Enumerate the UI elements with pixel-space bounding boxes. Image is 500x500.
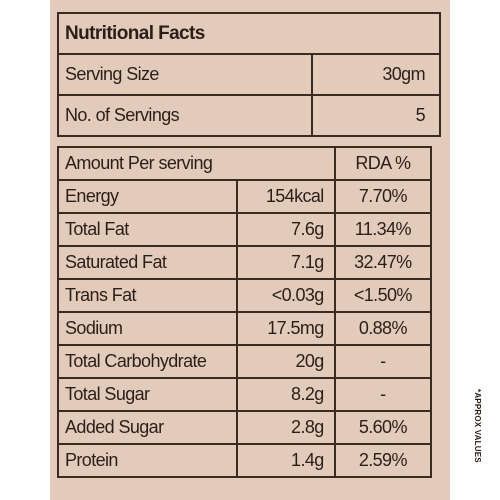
servings-count-row: No. of Servings 5 (57, 94, 442, 137)
table-row: Total Fat 7.6g 11.34% (56, 212, 433, 247)
nutrient-rda: 32.47% (333, 245, 433, 280)
servings-count-value: 5 (310, 94, 442, 137)
nutrient-value: <0.03g (236, 278, 336, 313)
servings-count-label: No. of Servings (57, 94, 313, 137)
amount-header: Amount Per serving (57, 146, 336, 181)
nutrient-value: 7.1g (236, 245, 336, 280)
nutrient-value: 8.2g (236, 377, 336, 412)
nutrient-value: 1.4g (236, 443, 336, 478)
table-row: Sodium 17.5mg 0.88% (56, 311, 433, 346)
nutrient-rda: - (333, 377, 433, 412)
nutrient-name: Total Fat (56, 212, 239, 247)
table-row: Added Sugar 2.8g 5.60% (56, 410, 433, 445)
nutrient-rda: 11.34% (333, 212, 433, 247)
nutrient-rda: 0.88% (333, 311, 433, 346)
nutrient-rda: 7.70% (333, 179, 433, 214)
serving-table: Nutritional Facts Serving Size 30gm No. … (57, 12, 442, 137)
nutrient-name: Total Sugar (56, 377, 239, 412)
nutrition-label: Nutritional Facts Serving Size 30gm No. … (50, 0, 482, 500)
nutrient-name: Added Sugar (56, 410, 239, 445)
title-row: Nutritional Facts (57, 12, 441, 55)
page-title: Nutritional Facts (57, 12, 441, 55)
nutrient-rda: <1.50% (333, 278, 433, 313)
serving-size-label: Serving Size (57, 53, 313, 96)
nutrient-value: 20g (236, 344, 336, 379)
nutrient-name: Total Carbohydrate (56, 344, 239, 379)
table-row: Total Carbohydrate 20g - (56, 344, 433, 379)
serving-size-value: 30gm (310, 53, 442, 96)
nutrient-value: 17.5mg (236, 311, 336, 346)
nutrient-rda: 2.59% (333, 443, 433, 478)
nutrient-table: Amount Per serving RDA % Energy 154kcal … (56, 146, 433, 478)
table-row: Protein 1.4g 2.59% (56, 443, 433, 478)
nutrient-name: Saturated Fat (56, 245, 239, 280)
table-row: Saturated Fat 7.1g 32.47% (56, 245, 433, 280)
nutrient-value: 154kcal (236, 179, 336, 214)
table-row: Total Sugar 8.2g - (56, 377, 433, 412)
nutrient-value: 2.8g (236, 410, 336, 445)
serving-size-row: Serving Size 30gm (57, 53, 442, 96)
nutrient-name: Trans Fat (56, 278, 239, 313)
nutrient-rda: - (333, 344, 433, 379)
approx-values-note: *APPROX VALUES (473, 389, 482, 463)
nutrient-name: Sodium (56, 311, 239, 346)
nutrient-value: 7.6g (236, 212, 336, 247)
rda-header: RDA % (333, 146, 433, 181)
table-row: Energy 154kcal 7.70% (56, 179, 433, 214)
nutrient-header-row: Amount Per serving RDA % (57, 146, 433, 181)
nutrient-rda: 5.60% (333, 410, 433, 445)
nutrient-name: Energy (56, 179, 239, 214)
nutrient-name: Protein (56, 443, 239, 478)
table-row: Trans Fat <0.03g <1.50% (56, 278, 433, 313)
